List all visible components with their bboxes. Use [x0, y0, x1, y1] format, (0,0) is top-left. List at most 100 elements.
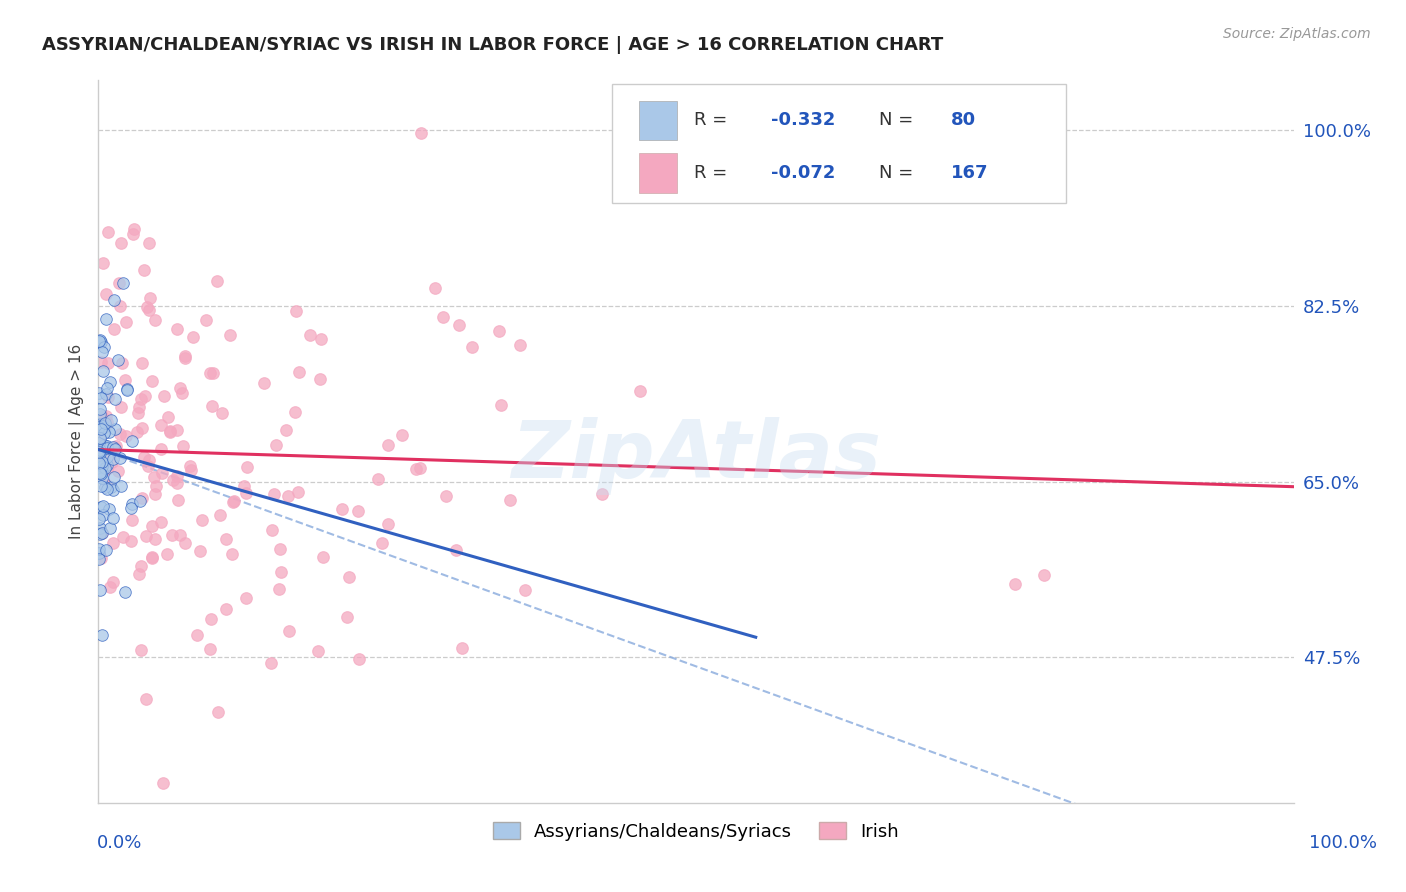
Point [488, 324, 510, 338]
Point [136, 300, 159, 314]
Point [90, 458, 112, 473]
Point [89, 512, 111, 526]
Point [90, 627, 112, 641]
Point [159, 425, 181, 440]
Point [89, 445, 111, 459]
Point [233, 479, 256, 493]
Point [155, 547, 177, 561]
Text: R =: R = [693, 164, 733, 182]
Point [274, 423, 297, 437]
Point [91, 508, 114, 522]
Point [287, 485, 309, 500]
Point [149, 515, 172, 529]
Point [307, 644, 329, 658]
Point [94, 480, 117, 494]
Point [91, 499, 114, 513]
Point [215, 602, 238, 616]
Point [451, 641, 474, 656]
Point [198, 642, 221, 657]
Point [90, 345, 112, 359]
Point [90, 467, 112, 482]
Point [267, 582, 290, 597]
Point [200, 366, 222, 380]
Point [264, 438, 287, 452]
Point [131, 491, 153, 505]
Point [90, 355, 112, 369]
Point [127, 406, 149, 420]
Point [207, 705, 229, 719]
Point [89, 333, 111, 347]
Point [172, 385, 194, 400]
Point [173, 536, 195, 550]
Point [103, 536, 125, 550]
Point [103, 442, 125, 457]
Point [93, 340, 115, 354]
Point [100, 480, 122, 494]
Point [89, 401, 111, 416]
Point [107, 464, 129, 478]
Point [91, 409, 114, 423]
Point [93, 256, 115, 270]
Point [135, 692, 157, 706]
Point [90, 465, 112, 479]
Point [96, 458, 118, 472]
Point [211, 406, 233, 420]
Point [270, 565, 292, 579]
Point [94, 287, 117, 301]
Point [94, 543, 117, 558]
Point [252, 376, 274, 390]
Point [93, 438, 115, 452]
Point [277, 489, 299, 503]
Point [91, 418, 114, 433]
Point [134, 263, 156, 277]
Point [98, 520, 121, 534]
Point [89, 546, 111, 560]
FancyBboxPatch shape [613, 84, 1067, 203]
Point [145, 479, 167, 493]
Point [89, 334, 111, 348]
Point [444, 542, 467, 557]
Point [391, 427, 413, 442]
Point [235, 486, 257, 500]
Point [97, 502, 120, 516]
Point [90, 471, 112, 485]
Point [312, 550, 335, 565]
Text: 80: 80 [950, 112, 976, 129]
FancyBboxPatch shape [638, 101, 676, 140]
Point [100, 413, 122, 427]
Point [98, 580, 121, 594]
Point [89, 521, 111, 535]
Point [121, 498, 143, 512]
Point [115, 315, 138, 329]
Point [260, 656, 283, 670]
Point [298, 328, 321, 343]
Point [128, 566, 150, 581]
Point [134, 450, 156, 465]
Point [96, 415, 118, 429]
Point [87, 445, 110, 459]
Text: N =: N = [879, 112, 918, 129]
Point [135, 529, 157, 543]
Point [93, 450, 115, 465]
Point [1033, 568, 1056, 582]
Point [108, 427, 131, 442]
Point [97, 356, 120, 370]
Text: 0.0%: 0.0% [97, 834, 142, 852]
Point [90, 478, 112, 492]
Point [150, 466, 173, 480]
Point [138, 453, 160, 467]
Point [108, 277, 131, 291]
Point [104, 439, 127, 453]
Point [89, 407, 111, 421]
Point [111, 277, 134, 291]
Point [174, 351, 197, 365]
Point [101, 483, 124, 498]
Point [89, 466, 111, 480]
Point [288, 365, 311, 379]
Point [434, 489, 457, 503]
Point [122, 227, 145, 241]
Point [89, 431, 111, 445]
Point [411, 126, 433, 140]
Point [347, 504, 370, 518]
Point [138, 303, 160, 318]
